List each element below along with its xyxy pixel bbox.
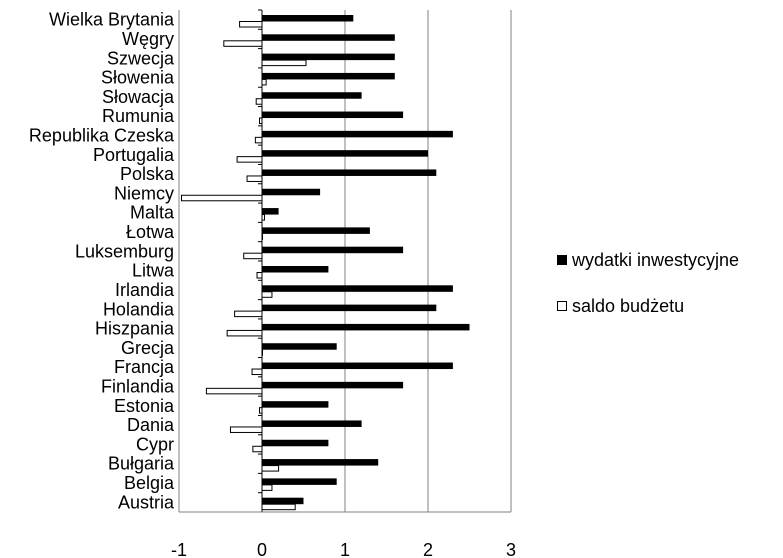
bar-saldo xyxy=(229,426,263,433)
bar-saldo xyxy=(246,175,263,182)
category-label: Estonia xyxy=(114,396,175,416)
category-label: Łotwa xyxy=(126,222,175,242)
x-tick-label: -1 xyxy=(171,540,187,558)
bar-wydatki xyxy=(262,439,329,447)
bar-saldo xyxy=(180,194,263,202)
bar-wydatki xyxy=(262,362,453,370)
bar-wydatki xyxy=(262,304,437,312)
category-label: Rumunia xyxy=(102,106,175,126)
bar-wydatki xyxy=(262,381,404,389)
category-label: Litwa xyxy=(132,261,175,281)
bar-saldo xyxy=(243,252,263,260)
x-tick-label: 2 xyxy=(423,540,433,558)
category-label: Francja xyxy=(114,357,175,377)
bar-saldo xyxy=(256,272,263,279)
legend-label-wydatki: wydatki inwestycyjne xyxy=(572,249,740,270)
bars-group xyxy=(180,15,470,511)
bar-wydatki xyxy=(262,478,337,485)
category-label: Grecja xyxy=(121,338,175,358)
category-label: Luksemburg xyxy=(75,241,174,261)
bar-saldo xyxy=(255,98,263,105)
bar-wydatki xyxy=(262,111,404,119)
category-label: Irlandia xyxy=(115,280,175,300)
bar-wydatki xyxy=(262,169,437,176)
legend: wydatki inwestycyjne saldo budżetu xyxy=(557,248,783,340)
category-label: Szwecja xyxy=(107,48,175,68)
legend-swatch-empty xyxy=(557,301,567,311)
bar-wydatki xyxy=(262,497,304,505)
bar-saldo xyxy=(261,465,280,472)
category-label: Finlandia xyxy=(101,377,175,397)
bar-wydatki xyxy=(262,150,428,157)
bar-saldo xyxy=(205,387,263,395)
bar-wydatki xyxy=(262,92,362,99)
bar-saldo xyxy=(254,136,263,144)
x-tick-label: 1 xyxy=(340,540,350,558)
bar-wydatki xyxy=(262,266,329,273)
bar-saldo xyxy=(252,445,263,453)
category-label: Belgia xyxy=(124,473,175,493)
x-tick-labels: -1 0 1 2 3 xyxy=(171,540,516,558)
category-label: Republika Czeska xyxy=(29,126,175,146)
category-label: Słowacja xyxy=(102,87,175,107)
bar-wydatki xyxy=(262,130,453,138)
x-tick-label: 0 xyxy=(257,540,267,558)
bar-wydatki xyxy=(262,15,354,22)
category-label: Hiszpania xyxy=(95,319,175,339)
bar-wydatki xyxy=(262,420,362,427)
legend-label-saldo: saldo budżetu xyxy=(572,295,685,316)
bar-saldo xyxy=(261,78,267,86)
bar-saldo xyxy=(261,503,296,511)
bar-saldo xyxy=(234,310,263,318)
bar-wydatki xyxy=(262,72,395,80)
category-label: Węgry xyxy=(122,29,174,49)
bar-wydatki xyxy=(262,323,470,331)
category-label: Wielka Brytania xyxy=(49,10,175,30)
category-label: Austria xyxy=(118,492,175,512)
legend-swatch-filled xyxy=(557,255,567,265)
bar-saldo xyxy=(251,368,263,376)
bar-wydatki xyxy=(262,285,453,292)
bar-saldo xyxy=(239,21,263,28)
bar-saldo xyxy=(261,59,307,67)
category-label: Niemcy xyxy=(114,183,174,203)
x-tick-label: 3 xyxy=(506,540,516,558)
axis-group xyxy=(179,9,511,513)
bar-wydatki xyxy=(262,401,329,408)
category-label: Cypr xyxy=(136,434,174,454)
category-label: Malta xyxy=(130,203,175,223)
bar-saldo xyxy=(226,329,263,337)
bar-wydatki xyxy=(262,188,321,196)
legend-item-wydatki: wydatki inwestycyjne xyxy=(557,248,783,272)
category-label: Słowenia xyxy=(101,68,175,88)
bar-wydatki xyxy=(262,208,279,215)
category-label: Bułgaria xyxy=(108,454,175,474)
category-label: Portugalia xyxy=(93,145,175,165)
bar-wydatki xyxy=(262,227,370,234)
category-label: Polska xyxy=(120,164,175,184)
legend-item-saldo: saldo budżetu xyxy=(557,294,783,318)
bar-wydatki xyxy=(262,34,395,41)
bar-saldo xyxy=(236,156,263,163)
bar-saldo xyxy=(261,291,273,298)
bar-saldo xyxy=(261,484,273,491)
bar-wydatki xyxy=(262,459,379,466)
bar-wydatki xyxy=(262,246,404,254)
bar-saldo xyxy=(223,40,263,47)
category-labels: Wielka BrytaniaWęgrySzwecjaSłoweniaSłowa… xyxy=(29,10,175,513)
bar-wydatki xyxy=(262,53,395,61)
bar-wydatki xyxy=(262,343,337,350)
gridlines xyxy=(178,10,512,512)
category-label: Dania xyxy=(127,415,175,435)
category-label: Holandia xyxy=(103,299,175,319)
